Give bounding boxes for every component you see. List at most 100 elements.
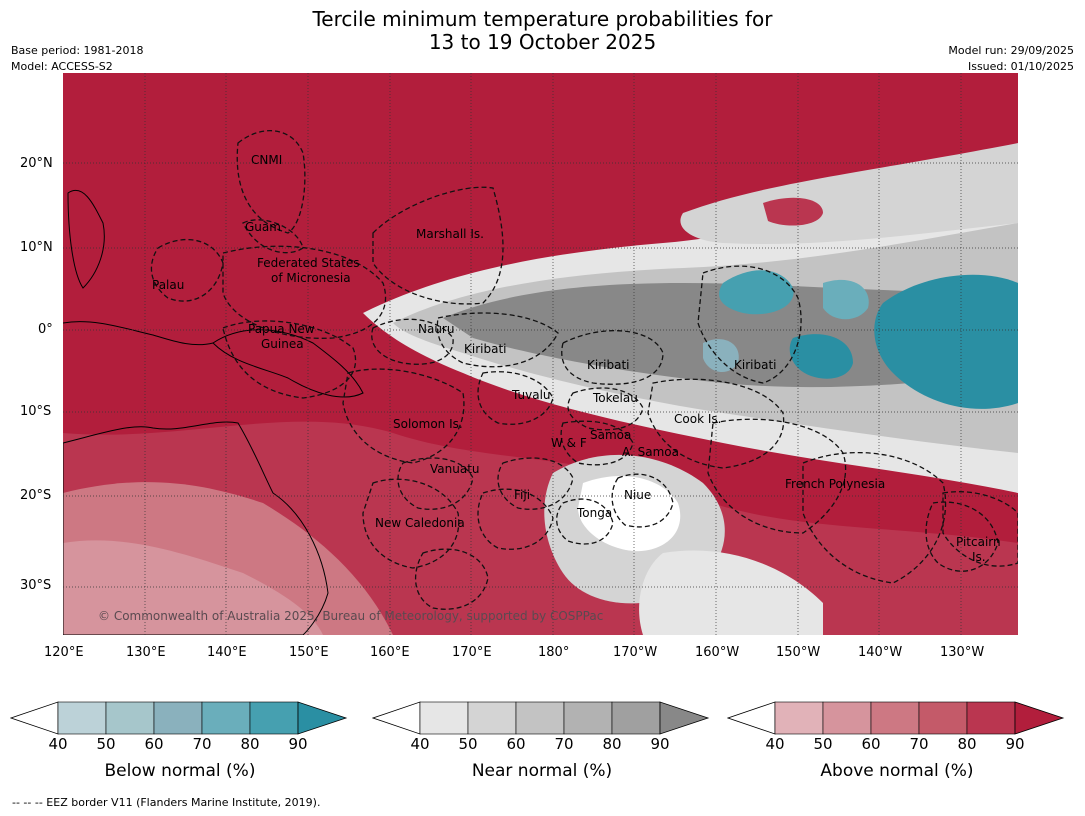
label-tokelau: Tokelau bbox=[593, 391, 638, 405]
lat-label-20s: 20°S bbox=[20, 488, 52, 503]
colorbar-near-tick: 90 bbox=[650, 735, 670, 753]
colorbar-below-tick: 90 bbox=[288, 735, 308, 753]
lon-label-140e: 140°E bbox=[207, 645, 247, 660]
label-kiribati-central: Kiribati bbox=[587, 358, 630, 372]
label-pitcairn-line1: Pitcairn bbox=[956, 535, 1001, 549]
label-vanuatu: Vanuatu bbox=[430, 462, 480, 476]
colorbar-below-segment-4 bbox=[249, 701, 299, 735]
lon-label-160w: 160°W bbox=[695, 645, 740, 660]
colorbar-above-over-triangle bbox=[1014, 701, 1065, 735]
near-normal-southeast bbox=[639, 550, 823, 635]
colorbar-above-tick: 60 bbox=[861, 735, 881, 753]
colorbar-below-segment-0 bbox=[57, 701, 107, 735]
colorbar-above-segment-2 bbox=[870, 701, 920, 735]
colorbar-near-segment-0 bbox=[419, 701, 469, 735]
colorbar-near-segment-3 bbox=[563, 701, 613, 735]
colorbar-above-segment-0 bbox=[774, 701, 824, 735]
lon-label-150w: 150°W bbox=[776, 645, 821, 660]
label-tonga: Tonga bbox=[577, 506, 613, 520]
philippines-coastline bbox=[67, 190, 105, 289]
colorbar-above-tick: 80 bbox=[957, 735, 977, 753]
label-niue: Niue bbox=[624, 488, 652, 502]
label-fiji: Fiji bbox=[514, 488, 531, 502]
lon-label-120e: 120°E bbox=[44, 645, 84, 660]
colorbar-below-tick: 80 bbox=[240, 735, 260, 753]
colorbar-above-tick: 70 bbox=[909, 735, 929, 753]
label-png-line1: Papua New bbox=[248, 322, 315, 336]
colorbar-below-tick: 60 bbox=[144, 735, 164, 753]
colorbar-below-segment-3 bbox=[201, 701, 251, 735]
eez-borders bbox=[150, 130, 1018, 610]
colorbar-above-segment-3 bbox=[918, 701, 968, 735]
map-title-line2: 13 to 19 October 2025 bbox=[428, 30, 657, 54]
below-normal-patch-4 bbox=[874, 274, 1018, 409]
colorbar-below-segment-2 bbox=[153, 701, 203, 735]
lat-label-0: 0° bbox=[38, 322, 53, 337]
colorbar-below-tick: 40 bbox=[48, 735, 68, 753]
colorbar-below-tick: 50 bbox=[96, 735, 116, 753]
near-normal-north bbox=[680, 143, 1018, 244]
above-normal-north-patch bbox=[763, 197, 823, 226]
map-title-line1: Tercile minimum temperature probabilitie… bbox=[312, 7, 773, 31]
lat-label-10s: 10°S bbox=[20, 404, 52, 419]
label-new-caledonia: New Caledonia bbox=[375, 516, 465, 530]
label-pitcairn-line2: Is. bbox=[972, 550, 986, 564]
label-cnmi: CNMI bbox=[251, 153, 283, 167]
colorbar-near-tick: 70 bbox=[554, 735, 574, 753]
label-png-line2: Guinea bbox=[261, 337, 304, 351]
label-cook-islands: Cook Is. bbox=[674, 412, 722, 426]
label-fsm-line2: of Micronesia bbox=[271, 271, 351, 285]
below-normal-patch-1 bbox=[719, 270, 794, 315]
lon-label-170w: 170°W bbox=[613, 645, 658, 660]
label-american-samoa: A. Samoa bbox=[622, 445, 679, 459]
lon-label-140w: 140°W bbox=[858, 645, 903, 660]
label-tuvalu: Tuvalu bbox=[512, 388, 551, 402]
colorbar-below-over-triangle bbox=[297, 701, 348, 735]
near-normal-south-core bbox=[578, 475, 681, 552]
colorbar-near-segment-2 bbox=[515, 701, 565, 735]
map-canvas bbox=[63, 73, 1018, 635]
label-palau: Palau bbox=[152, 278, 185, 292]
eez-footnote: -- -- -- EEZ border V11 (Flanders Marine… bbox=[12, 796, 321, 809]
label-kiribati-west: Kiribati bbox=[464, 342, 507, 356]
label-kiribati-east: Kiribati bbox=[734, 358, 777, 372]
above-normal-zone-sw-light bbox=[63, 540, 323, 635]
colorbar-above-segment-1 bbox=[822, 701, 872, 735]
colorbar-near-segment-4 bbox=[611, 701, 661, 735]
label-french-polynesia: French Polynesia bbox=[785, 477, 886, 491]
label-samoa: Samoa bbox=[590, 428, 632, 442]
below-normal-patch-3 bbox=[789, 334, 853, 379]
near-normal-band-core bbox=[443, 283, 1018, 388]
label-wallis-futuna: W & F bbox=[551, 436, 587, 450]
probability-map: CNMI Guam Marshall Is. Federated States … bbox=[63, 73, 1018, 635]
colorbar-above-normal bbox=[727, 701, 1065, 735]
label-nauru: Nauru bbox=[418, 322, 455, 336]
base-period: Base period: 1981-2018 bbox=[11, 44, 144, 57]
colorbar-near-tick: 40 bbox=[410, 735, 430, 753]
colorbar-below-segment-1 bbox=[105, 701, 155, 735]
below-normal-patch-2 bbox=[823, 279, 869, 320]
lat-label-30s: 30°S bbox=[20, 578, 52, 593]
lon-label-130e: 130°E bbox=[126, 645, 166, 660]
colorbar-above-tick: 90 bbox=[1005, 735, 1025, 753]
colorbar-title-above: Above normal (%) bbox=[820, 761, 974, 781]
model-run: Model run: 29/09/2025 bbox=[948, 44, 1074, 57]
colorbar-near-normal bbox=[372, 701, 710, 735]
model-name: Model: ACCESS-S2 bbox=[11, 60, 113, 73]
indonesia-coastline bbox=[63, 321, 214, 346]
lat-label-10n: 10°N bbox=[20, 240, 53, 255]
colorbar-below-tick: 70 bbox=[192, 735, 212, 753]
australia-coastline bbox=[63, 421, 329, 635]
label-marshall-islands: Marshall Is. bbox=[416, 227, 484, 241]
lon-label-130w: 130°W bbox=[940, 645, 985, 660]
colorbar-below-under-triangle bbox=[10, 701, 59, 735]
png-coastline bbox=[212, 329, 364, 398]
below-normal-patch-5 bbox=[703, 339, 739, 373]
gridlines bbox=[63, 73, 1018, 635]
lat-label-20n: 20°N bbox=[20, 156, 53, 171]
colorbar-below-normal bbox=[10, 701, 348, 735]
colorbar-above-segment-4 bbox=[966, 701, 1016, 735]
issued-date: Issued: 01/10/2025 bbox=[967, 60, 1074, 73]
lon-label-180: 180° bbox=[538, 645, 570, 660]
colorbar-near-under-triangle bbox=[372, 701, 421, 735]
